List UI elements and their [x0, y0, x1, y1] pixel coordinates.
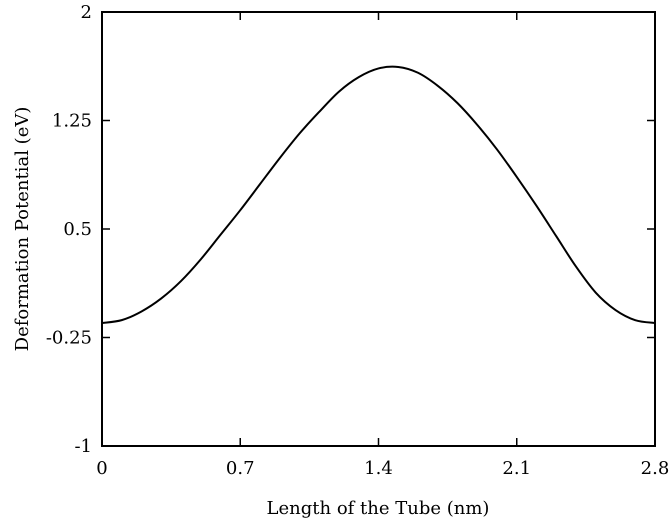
x-axis: 0 0.7 1.4 2.1 2.8	[96, 12, 669, 479]
y-axis-title: Deformation Potential (eV)	[12, 107, 33, 352]
series-line	[101, 65, 656, 325]
y-axis: -1 -0.25 0.5 1.25 2	[46, 2, 655, 457]
x-axis-title: Length of the Tube (nm)	[267, 498, 490, 519]
x-tick-label-1: 0.7	[226, 458, 255, 479]
y-tick-label-1: -0.25	[46, 328, 92, 349]
x-tick-label-3: 2.1	[502, 458, 531, 479]
y-tick-label-2: 0.5	[63, 219, 92, 240]
x-tick-label-0: 0	[96, 458, 107, 479]
x-tick-label-4: 2.8	[641, 458, 670, 479]
plot-frame	[101, 11, 656, 447]
y-tick-label-0: -1	[74, 436, 92, 457]
series-points	[102, 67, 655, 323]
x-tick-label-2: 1.4	[364, 458, 393, 479]
y-tick-label-3: 1.25	[52, 111, 92, 132]
y-tick-label-4: 2	[81, 2, 92, 23]
